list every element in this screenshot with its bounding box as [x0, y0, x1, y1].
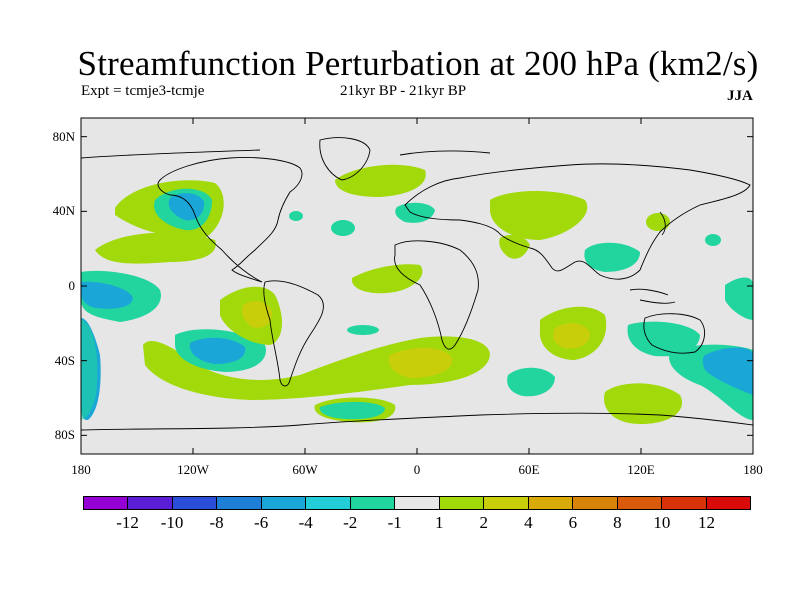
- colorbar-swatch: [706, 497, 751, 509]
- colorbar-swatch: [662, 497, 707, 509]
- contour-region: [331, 220, 355, 236]
- coastline-arctic: [81, 149, 491, 159]
- y-tick-label: 0: [68, 278, 76, 293]
- coastline-layer: [81, 137, 753, 431]
- y-tick-label: 40S: [54, 352, 75, 368]
- colorbar-swatch: [484, 497, 529, 509]
- y-tick-label: 80S: [54, 427, 75, 443]
- colorbar-label: -4: [298, 513, 313, 532]
- contour-region: [347, 325, 379, 335]
- contour-region: [351, 264, 423, 294]
- contour-region: [335, 164, 426, 197]
- x-tick-label: 60E: [518, 462, 540, 477]
- colorbar-swatch: [395, 497, 440, 509]
- contour-region: [490, 191, 588, 240]
- colorbar-label: 2: [479, 513, 489, 532]
- coastline-south-america: [263, 280, 324, 387]
- contour-region: [395, 202, 435, 223]
- colorbar-label: -1: [387, 513, 402, 532]
- colorbar-swatch: [172, 497, 218, 509]
- colorbar-swatch: [128, 497, 173, 509]
- contour-region: [319, 401, 385, 420]
- colorbar-label: 1: [435, 513, 444, 532]
- colorbar: [83, 496, 751, 510]
- colorbar-swatch: [306, 497, 351, 509]
- coastline-australia: [643, 313, 706, 354]
- contour-region: [388, 347, 453, 378]
- contour-region: [95, 232, 216, 264]
- colorbar-swatch: [573, 497, 618, 509]
- colorbar-label: -6: [254, 513, 269, 532]
- axis-ticks: [80, 118, 754, 454]
- contour-region: [553, 323, 590, 349]
- experiment-label: Expt = tcmje3-tcmje: [81, 83, 205, 99]
- colorbar-label: -12: [116, 513, 139, 532]
- coastline-north-america: [157, 157, 303, 283]
- coastline-europe-asia: [404, 163, 751, 280]
- colorbar-label: 4: [524, 513, 533, 532]
- contour-region: [584, 242, 640, 272]
- colorbar-swatch: [261, 497, 307, 509]
- colorbar-label: -8: [209, 513, 224, 532]
- contour-region: [702, 347, 753, 395]
- colorbar-swatch: [528, 497, 574, 509]
- coastline-africa: [394, 240, 479, 350]
- period-label: 21kyr BP - 21kyr BP: [340, 83, 467, 99]
- contour-region: [705, 234, 721, 246]
- y-tick-label: 80N: [52, 128, 75, 144]
- contour-region: [81, 318, 98, 420]
- coastline-indonesia: [629, 288, 676, 304]
- chart-title: Streamfunction Perturbation at 200 hPa (…: [77, 44, 759, 83]
- x-tick-label: 60W: [292, 462, 318, 477]
- coastline-greenland: [319, 137, 371, 181]
- contour-fill-layer: [81, 164, 753, 424]
- x-tick-label: 120E: [627, 462, 655, 477]
- contour-region: [725, 277, 753, 320]
- colorbar-label: 8: [613, 513, 622, 532]
- x-tick-label: 180: [71, 462, 91, 477]
- y-tick-label: 40N: [52, 203, 75, 219]
- x-tick-label: 180: [743, 462, 763, 477]
- colorbar-label: -10: [160, 513, 184, 532]
- colorbar-swatch: [439, 497, 485, 509]
- season-label: JJA: [727, 88, 753, 104]
- contour-region: [627, 321, 700, 357]
- x-tick-label: 0: [413, 462, 421, 477]
- contour-region: [81, 281, 133, 309]
- colorbar-swatch: [350, 497, 396, 509]
- x-tick-label: 120W: [177, 462, 209, 477]
- coastline-japan: [659, 211, 666, 236]
- colorbar-label: -2: [343, 513, 358, 532]
- colorbar-label: 6: [568, 513, 578, 532]
- contour-region: [289, 211, 303, 221]
- contour-region: [189, 337, 246, 364]
- contour-region: [499, 234, 530, 259]
- colorbar-label: 10: [653, 513, 671, 532]
- colorbar-swatch: [217, 497, 262, 509]
- colorbar-label: 12: [697, 513, 715, 532]
- coastline-antarctica: [81, 412, 753, 431]
- contour-region: [507, 367, 555, 397]
- colorbar-swatch: [84, 497, 129, 509]
- contour-region: [646, 213, 670, 231]
- contour-region: [168, 193, 205, 221]
- contour-region: [242, 300, 272, 328]
- colorbar-swatch: [617, 497, 663, 509]
